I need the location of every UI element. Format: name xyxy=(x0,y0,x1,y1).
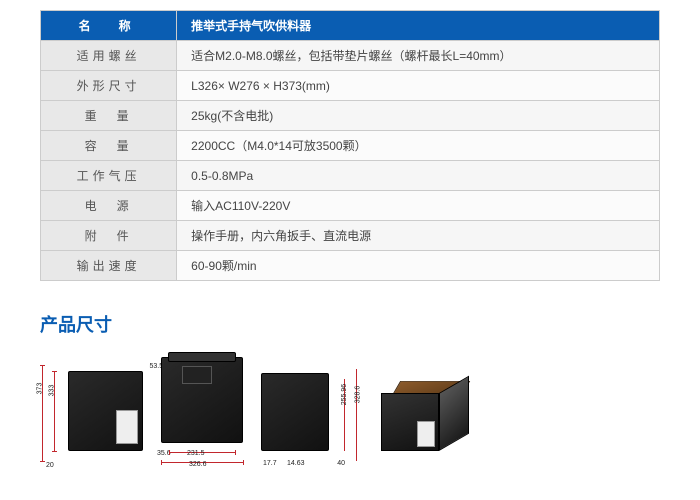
spec-label: 外形尺寸 xyxy=(41,71,177,101)
drawing-right: 255.96 328.6 17.7 14.63 40 xyxy=(261,373,359,465)
dim-bottom-inner: 231.5 xyxy=(187,450,205,457)
dimension-drawings: 373 333 53.54 20 35.6 231.5 326.6 255.96 xyxy=(40,357,660,465)
dim-bottom-gap: 20 xyxy=(46,462,54,469)
spec-value: 60-90颗/min xyxy=(177,251,660,281)
dim-s1: 17.7 xyxy=(263,460,277,467)
drawing-front: 373 333 53.54 20 xyxy=(40,371,143,465)
spec-label: 电 源 xyxy=(41,191,177,221)
spec-label: 适用螺丝 xyxy=(41,41,177,71)
dim-bottom-outer: 326.6 xyxy=(189,461,207,468)
dim-h-inner: 333 xyxy=(48,385,55,397)
machine-right xyxy=(261,373,329,451)
spec-value: 2200CC（M4.0*14可放3500颗） xyxy=(177,131,660,161)
spec-value: 适合M2.0-M8.0螺丝，包括带垫片螺丝（螺杆最长L=40mm） xyxy=(177,41,660,71)
spec-label: 附 件 xyxy=(41,221,177,251)
dim-s2: 14.63 xyxy=(287,460,305,467)
dim-h-outer: 373 xyxy=(36,383,43,395)
spec-table: 名 称 推举式手持气吹供料器 适用螺丝适合M2.0-M8.0螺丝，包括带垫片螺丝… xyxy=(40,10,660,281)
drawing-side: 35.6 231.5 326.6 xyxy=(161,357,243,465)
drawing-iso xyxy=(377,375,487,465)
spec-value: 0.5-0.8MPa xyxy=(177,161,660,191)
header-value: 推举式手持气吹供料器 xyxy=(177,11,660,41)
spec-value: 输入AC110V-220V xyxy=(177,191,660,221)
section-title: 产品尺寸 xyxy=(40,311,660,337)
dim-s3: 40 xyxy=(337,460,345,467)
machine-side xyxy=(161,357,243,443)
spec-label: 重 量 xyxy=(41,101,177,131)
machine-isometric xyxy=(377,375,487,465)
spec-value: 25kg(不含电批) xyxy=(177,101,660,131)
dim-v2: 328.6 xyxy=(355,386,362,404)
spec-label: 工作气压 xyxy=(41,161,177,191)
spec-value: L326× W276 × H373(mm) xyxy=(177,71,660,101)
control-panel xyxy=(116,410,138,444)
spec-label: 容 量 xyxy=(41,131,177,161)
spec-value: 操作手册，内六角扳手、直流电源 xyxy=(177,221,660,251)
machine-front xyxy=(68,371,143,451)
header-name: 名 称 xyxy=(41,11,177,41)
spec-label: 输出速度 xyxy=(41,251,177,281)
dim-v1: 255.96 xyxy=(341,384,348,405)
